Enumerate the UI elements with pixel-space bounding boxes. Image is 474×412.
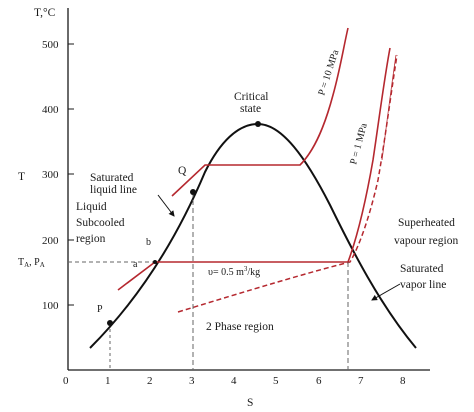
point-b xyxy=(153,260,157,264)
isochore-solid xyxy=(381,54,397,161)
y-side-label: T xyxy=(18,171,25,183)
superheated-label-1: Superheated xyxy=(398,217,455,229)
y-tick-100: 100 xyxy=(42,300,59,312)
isobar-10mpa xyxy=(171,27,349,197)
critical-label-2: state xyxy=(240,103,261,115)
x-tick-6: 6 xyxy=(316,375,322,387)
sat-vapor-label-1: Saturated xyxy=(400,263,444,275)
critical-label-1: Critical xyxy=(234,91,269,103)
point-b-label: b xyxy=(146,237,151,248)
liquid-region-label-3: region xyxy=(76,233,106,245)
x-tick-1: 1 xyxy=(105,375,111,387)
x-tick-3: 3 xyxy=(189,375,195,387)
y-tick-300: 300 xyxy=(42,169,59,181)
superheated-label-2: vapour region xyxy=(394,235,458,247)
x-tick-2: 2 xyxy=(147,375,153,387)
point-a-label: a xyxy=(133,259,138,270)
y-tick-200: 200 xyxy=(42,235,59,247)
point-q-label: Q xyxy=(178,165,187,177)
ta-pa-label: TA, PA xyxy=(18,257,45,269)
y-tick-500: 500 xyxy=(42,39,59,51)
liquid-region-label-2: Subcooled xyxy=(76,217,125,229)
sat-liquid-label-2: liquid line xyxy=(90,184,137,196)
isobar-1mpa xyxy=(117,47,391,291)
x-axis-label: S xyxy=(247,397,253,409)
critical-point xyxy=(255,121,261,127)
sat-liquid-label-1: Saturated xyxy=(90,172,134,184)
sat-liquid-arrow xyxy=(157,194,175,217)
x-tick-5: 5 xyxy=(273,375,279,387)
isobar-1mpa-label: P = 1 MPa xyxy=(348,122,370,166)
sat-vapor-arrow xyxy=(371,283,401,301)
point-p-label: P xyxy=(97,304,103,315)
two-phase-label: 2 Phase region xyxy=(206,321,274,333)
isochore-dashed xyxy=(177,54,398,313)
y-axis-title: T,°C xyxy=(34,7,56,19)
x-tick-7: 7 xyxy=(358,375,364,387)
volume-label: υ= 0.5 m3/kg xyxy=(208,265,260,278)
y-tick-400: 400 xyxy=(42,104,59,116)
point-p xyxy=(107,320,113,326)
x-tick-8: 8 xyxy=(400,375,406,387)
liquid-region-label-1: Liquid xyxy=(76,201,107,213)
x-tick-0: 0 xyxy=(63,375,69,387)
point-q xyxy=(190,189,196,195)
x-tick-4: 4 xyxy=(231,375,237,387)
axes: 500 400 300 200 100 0 1 2 3 4 5 6 7 8 T,… xyxy=(18,7,430,409)
saturation-dome xyxy=(89,122,417,349)
sat-vapor-label-2: vapor line xyxy=(400,279,446,291)
